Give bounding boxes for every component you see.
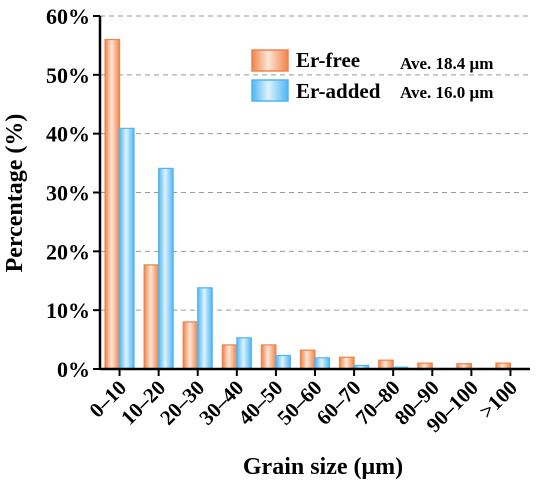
y-axis-label: Percentage (%) xyxy=(2,114,28,273)
bar-er-added-2 xyxy=(197,287,213,370)
bar-er-free-4 xyxy=(260,344,277,370)
x-tick-label: 70–80 xyxy=(351,376,405,430)
bar-er-added-5 xyxy=(314,357,331,370)
legend-swatch-er-added xyxy=(251,79,289,102)
x-tick-label: 50–60 xyxy=(272,376,326,430)
y-tick-label: 10% xyxy=(46,298,90,323)
bar-er-added-0 xyxy=(118,127,135,370)
x-tick-label: 20–30 xyxy=(155,376,209,430)
bar-er-free-1 xyxy=(143,264,160,370)
x-tick-label: 30–40 xyxy=(194,376,248,430)
bar-er-added-3 xyxy=(236,337,252,370)
x-tick-label: 40–50 xyxy=(233,376,287,430)
legend: Er-free Er-added xyxy=(251,48,381,103)
average-annotation-er-added: Ave. 16.0 μm xyxy=(400,83,493,102)
axes xyxy=(93,15,530,376)
legend-label-er-free: Er-free xyxy=(296,48,360,72)
bar-er-free-6 xyxy=(338,356,355,370)
bar-er-free-0 xyxy=(104,38,121,370)
bar-er-free-2 xyxy=(182,321,199,370)
bar-er-free-5 xyxy=(299,349,316,370)
bar-er-added-4 xyxy=(275,354,292,370)
x-tick-label: 60–70 xyxy=(312,376,366,430)
y-tick-label: 40% xyxy=(46,122,90,147)
legend-label-er-added: Er-added xyxy=(296,79,381,103)
x-tick-label: 10–20 xyxy=(116,376,170,430)
legend-swatch-er-free xyxy=(251,49,289,72)
y-tick-label: 30% xyxy=(46,181,90,206)
y-tick-label: 0% xyxy=(57,357,90,382)
bar-er-free-7 xyxy=(378,359,394,370)
y-tick-label: 50% xyxy=(46,63,90,88)
y-tick-label: 60% xyxy=(46,4,90,29)
x-axis-label: Grain size (μm) xyxy=(243,454,403,480)
bar-er-added-1 xyxy=(158,167,174,370)
x-tick-label: >100 xyxy=(474,376,522,424)
average-annotation-er-free: Ave. 18.4 μm xyxy=(400,54,493,73)
y-tick-label: 20% xyxy=(46,239,90,264)
bar-er-free-3 xyxy=(221,344,238,370)
